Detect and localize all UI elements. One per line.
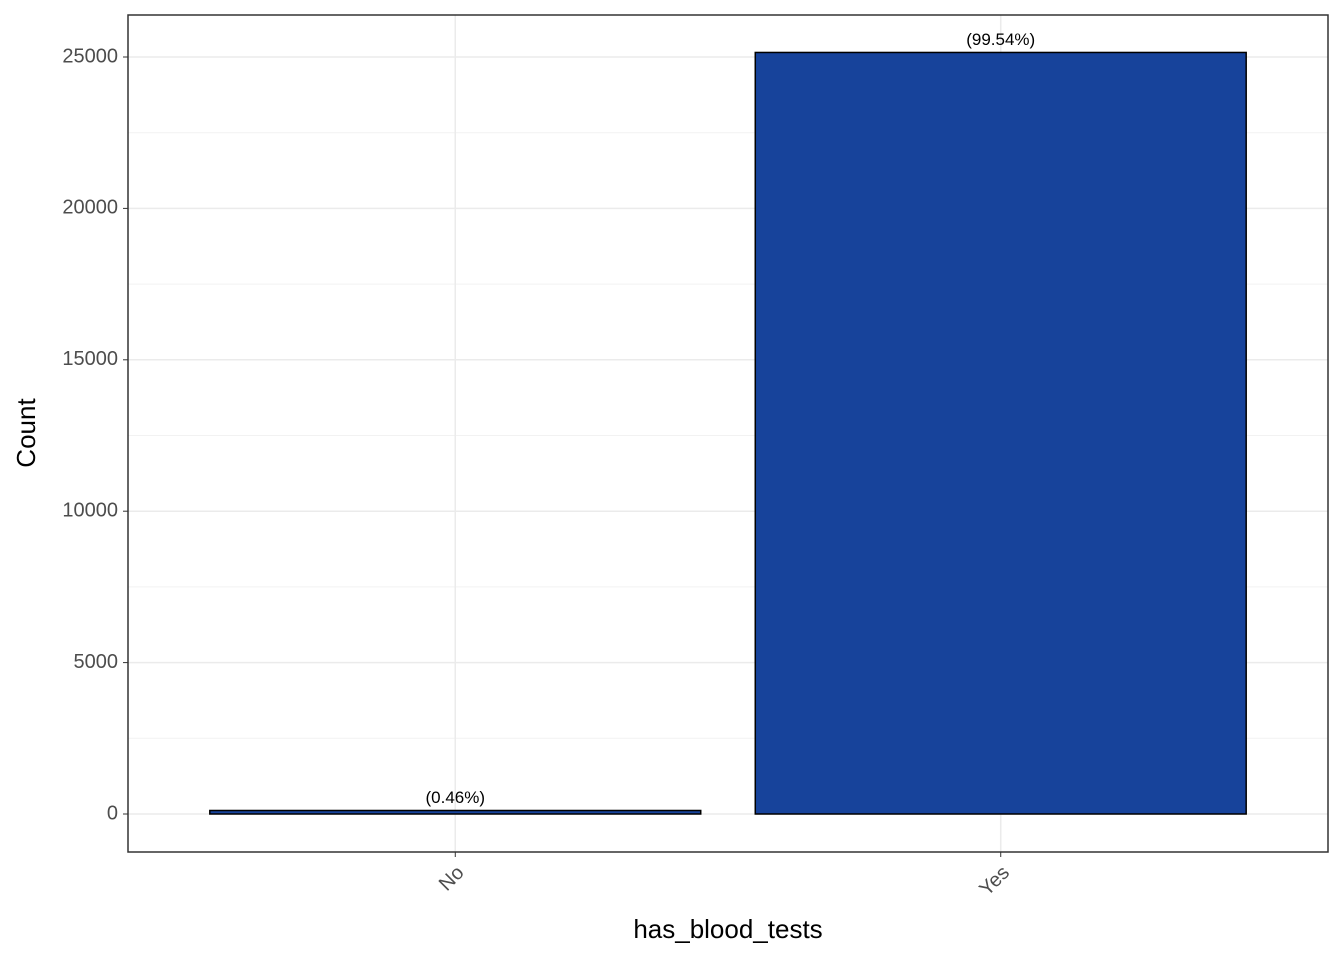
x-axis-title: has_blood_tests bbox=[633, 914, 822, 944]
bar bbox=[754, 51, 1247, 815]
y-tick-label: 20000 bbox=[62, 197, 118, 219]
value-annotation: (99.54%) bbox=[966, 30, 1035, 49]
plot-border bbox=[127, 14, 1329, 853]
bar bbox=[209, 809, 702, 815]
y-tick-label: 0 bbox=[107, 802, 118, 824]
y-axis-title: Count bbox=[11, 398, 41, 468]
y-tick-label: 5000 bbox=[74, 651, 119, 673]
y-tick-label: 10000 bbox=[62, 499, 118, 521]
value-annotation: (0.46%) bbox=[426, 788, 486, 807]
y-tick-label: 15000 bbox=[62, 348, 118, 370]
y-tick-label: 25000 bbox=[62, 45, 118, 67]
